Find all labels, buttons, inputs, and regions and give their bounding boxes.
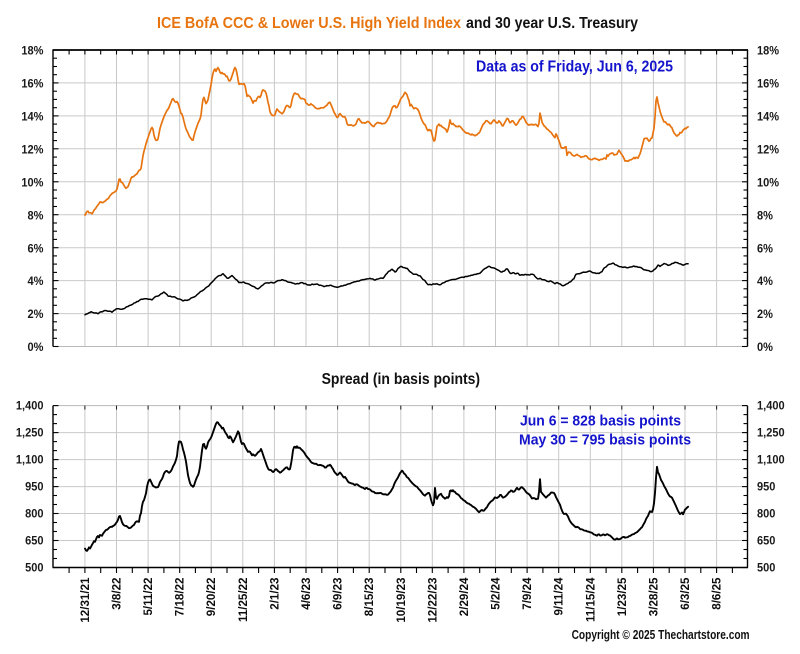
svg-text:18%: 18% — [21, 45, 43, 57]
svg-text:6/9/23: 6/9/23 — [332, 577, 345, 610]
svg-text:8%: 8% — [28, 210, 44, 222]
svg-text:2/29/24: 2/29/24 — [458, 577, 471, 616]
svg-text:4%: 4% — [28, 276, 44, 288]
svg-text:500: 500 — [757, 562, 775, 574]
svg-text:1,100: 1,100 — [757, 454, 785, 466]
svg-text:Jun 6 = 828 basis points: Jun 6 = 828 basis points — [520, 412, 681, 429]
svg-text:2/1/23: 2/1/23 — [268, 577, 281, 610]
svg-text:5/2/24: 5/2/24 — [490, 577, 503, 610]
svg-text:ICE BofA CCC & Lower U.S. High: ICE BofA CCC & Lower U.S. High Yield Ind… — [157, 15, 461, 32]
svg-text:800: 800 — [757, 508, 775, 520]
svg-text:5/11/22: 5/11/22 — [142, 578, 155, 616]
svg-text:650: 650 — [25, 535, 43, 547]
svg-text:10/19/23: 10/19/23 — [395, 577, 408, 623]
svg-text:16%: 16% — [21, 78, 43, 90]
svg-text:1,400: 1,400 — [16, 400, 44, 412]
svg-text:6%: 6% — [28, 243, 44, 255]
svg-text:8/6/25: 8/6/25 — [711, 577, 724, 610]
svg-text:1,100: 1,100 — [16, 454, 44, 466]
svg-text:950: 950 — [757, 481, 775, 493]
svg-text:11/15/24: 11/15/24 — [584, 577, 597, 622]
svg-text:0%: 0% — [28, 342, 44, 354]
svg-text:8/15/23: 8/15/23 — [363, 577, 376, 616]
svg-text:14%: 14% — [21, 111, 43, 123]
svg-text:6/3/25: 6/3/25 — [679, 577, 692, 610]
svg-text:950: 950 — [25, 481, 43, 493]
svg-text:14%: 14% — [757, 111, 779, 123]
svg-text:4%: 4% — [757, 276, 773, 288]
svg-text:650: 650 — [757, 535, 775, 547]
svg-text:2%: 2% — [757, 309, 773, 321]
svg-text:11/25/22: 11/25/22 — [237, 578, 250, 623]
svg-text:Copyright © 2025 Thechartstore: Copyright © 2025 Thechartstore.com — [572, 627, 750, 642]
svg-text:10%: 10% — [757, 177, 779, 189]
svg-text:May 30 = 795 basis points: May 30 = 795 basis points — [519, 432, 691, 449]
svg-text:9/20/22: 9/20/22 — [205, 578, 218, 617]
svg-text:6%: 6% — [757, 243, 773, 255]
svg-text:3/8/22: 3/8/22 — [111, 578, 124, 610]
svg-text:4/6/23: 4/6/23 — [300, 577, 313, 610]
svg-text:9/11/24: 9/11/24 — [553, 577, 566, 616]
svg-text:Data as of Friday, Jun 6, 2025: Data as of Friday, Jun 6, 2025 — [476, 59, 673, 76]
svg-text:1,250: 1,250 — [757, 427, 785, 439]
svg-text:12%: 12% — [21, 144, 43, 156]
svg-text:1/23/25: 1/23/25 — [616, 577, 629, 616]
svg-text:18%: 18% — [757, 45, 779, 57]
svg-text:10%: 10% — [21, 177, 43, 189]
svg-text:7/9/24: 7/9/24 — [521, 577, 534, 610]
svg-text:8%: 8% — [757, 210, 773, 222]
svg-text:500: 500 — [25, 562, 43, 574]
svg-text:16%: 16% — [757, 78, 779, 90]
svg-text:800: 800 — [25, 508, 43, 520]
svg-text:and 30 year U.S. Treasury: and 30 year U.S. Treasury — [466, 15, 638, 32]
svg-text:1,400: 1,400 — [757, 400, 785, 412]
svg-text:2%: 2% — [28, 309, 44, 321]
svg-text:0%: 0% — [757, 342, 773, 354]
svg-text:7/18/22: 7/18/22 — [174, 578, 187, 617]
svg-text:12/22/23: 12/22/23 — [426, 577, 439, 623]
svg-text:1,250: 1,250 — [16, 427, 44, 439]
svg-text:12%: 12% — [757, 144, 779, 156]
svg-text:12/31/21: 12/31/21 — [79, 577, 92, 623]
svg-text:3/28/25: 3/28/25 — [647, 577, 660, 616]
svg-text:Spread (in basis points): Spread (in basis points) — [322, 371, 481, 388]
